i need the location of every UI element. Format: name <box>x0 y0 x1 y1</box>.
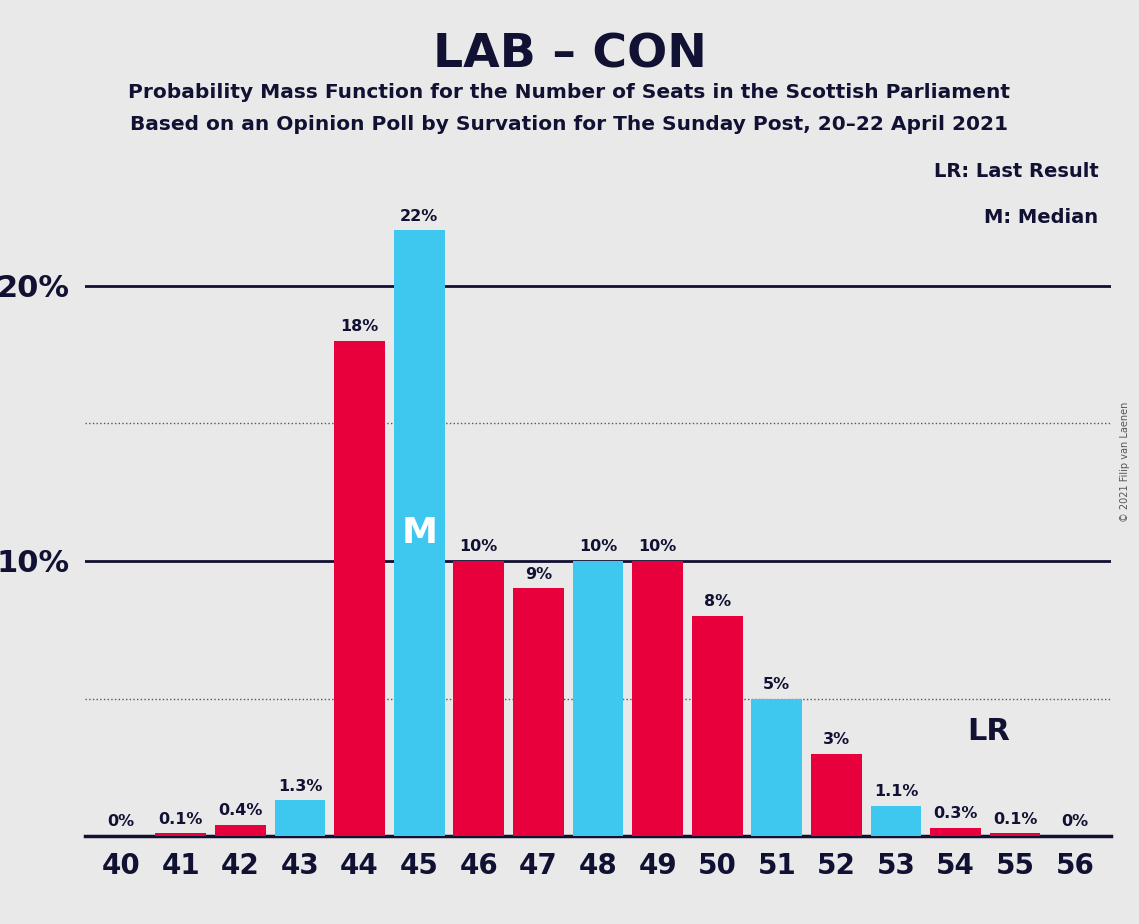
Text: LR: Last Result: LR: Last Result <box>934 162 1099 180</box>
Bar <box>811 754 862 836</box>
Bar <box>453 561 505 836</box>
Text: 10%: 10% <box>460 539 498 554</box>
Bar <box>870 806 921 836</box>
Text: LAB – CON: LAB – CON <box>433 32 706 78</box>
Text: M: Median: M: Median <box>984 209 1099 227</box>
Text: 5%: 5% <box>763 676 790 692</box>
Text: 3%: 3% <box>822 732 850 747</box>
Text: 0%: 0% <box>107 814 134 830</box>
Text: LR: LR <box>967 717 1010 746</box>
Bar <box>990 833 1041 836</box>
Text: 0.1%: 0.1% <box>158 811 203 827</box>
Text: M: M <box>401 517 437 551</box>
Text: 22%: 22% <box>400 209 439 224</box>
Text: 10%: 10% <box>639 539 677 554</box>
Bar <box>573 561 623 836</box>
Bar <box>334 341 385 836</box>
Text: 18%: 18% <box>341 319 378 334</box>
Bar <box>931 828 981 836</box>
Text: 1.3%: 1.3% <box>278 779 322 794</box>
Bar <box>274 800 326 836</box>
Bar <box>513 589 564 836</box>
Text: 10%: 10% <box>579 539 617 554</box>
Bar <box>155 833 206 836</box>
Text: 9%: 9% <box>525 566 552 581</box>
Bar <box>394 230 444 836</box>
Text: Based on an Opinion Poll by Survation for The Sunday Post, 20–22 April 2021: Based on an Opinion Poll by Survation fo… <box>131 116 1008 135</box>
Bar <box>691 616 743 836</box>
Bar <box>752 699 802 836</box>
Text: 0.4%: 0.4% <box>219 803 263 819</box>
Bar <box>632 561 683 836</box>
Text: 0.3%: 0.3% <box>933 806 977 821</box>
Text: 0%: 0% <box>1062 814 1089 830</box>
Bar <box>215 825 265 836</box>
Text: 8%: 8% <box>704 594 731 609</box>
Text: 0.1%: 0.1% <box>993 811 1038 827</box>
Text: 1.1%: 1.1% <box>874 784 918 799</box>
Text: Probability Mass Function for the Number of Seats in the Scottish Parliament: Probability Mass Function for the Number… <box>129 83 1010 103</box>
Text: © 2021 Filip van Laenen: © 2021 Filip van Laenen <box>1121 402 1130 522</box>
